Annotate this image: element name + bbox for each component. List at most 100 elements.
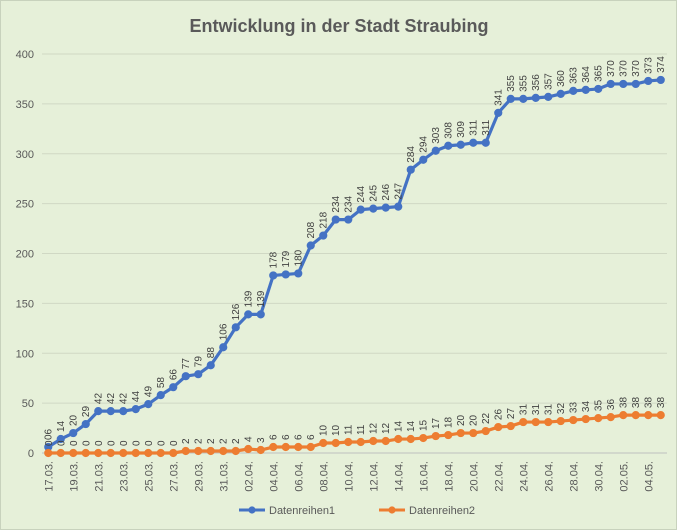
data-label: 20 [456,414,467,426]
data-label: 374 [656,56,667,73]
data-label: 357 [544,73,555,90]
data-point [344,215,353,224]
x-tick-label: 26.04. [543,461,555,492]
data-label: 20 [69,414,80,426]
data-point [444,141,453,150]
data-point [444,430,453,440]
data-label: 126 [231,303,242,320]
data-point [331,438,340,448]
data-point [569,86,578,96]
data-point [569,415,578,425]
data-point [231,446,240,456]
data-point [381,203,390,212]
data-label: 0 [44,440,55,446]
legend-marker-2 [388,506,396,514]
data-point [619,410,628,420]
data-label: 44 [131,391,142,403]
data-point [319,231,328,240]
data-point [494,422,503,432]
data-label: 370 [606,60,617,77]
data-point [169,448,178,458]
data-label: 0 [94,440,105,446]
data-label: 10 [331,424,342,436]
legend: Datenreihen1 Datenreihen2 [239,505,475,517]
data-point [306,442,315,452]
data-point [606,412,615,422]
y-axis: 0 50 100 150 200 250 300 350 400 [16,49,34,460]
data-point [294,442,303,452]
data-point [56,434,65,444]
x-tick-label: 12.04. [368,461,380,492]
x-tick-label: 19.03. [68,461,80,492]
data-point [406,165,415,174]
data-point [606,79,615,89]
y-tick-label: 100 [16,348,34,360]
data-point [519,94,528,103]
data-point [394,202,403,211]
data-label: 12 [381,422,392,434]
data-label: 0 [169,440,180,446]
y-tick-label: 0 [28,448,34,460]
data-point [81,448,90,458]
data-point [469,428,478,438]
x-tick-label: 29.03. [193,461,205,492]
data-point [581,85,590,95]
data-label: 355 [519,75,530,92]
data-label: 0 [156,440,167,446]
data-label: 179 [281,250,292,267]
x-tick-label: 25.03. [143,461,155,492]
x-tick-label: 30.04. [593,461,605,492]
data-point [319,438,328,448]
data-point [431,431,440,441]
data-point [344,437,353,447]
data-point [544,92,553,101]
data-point [644,76,653,86]
data-point [131,448,140,458]
data-point [281,442,290,452]
data-point [144,400,153,409]
data-point [181,446,190,456]
data-point [69,448,78,458]
x-tick-label: 21.03. [93,461,105,492]
data-label: 6 [306,434,317,440]
data-label: 32 [556,403,567,415]
data-label: 360 [556,70,567,87]
data-point [244,444,253,454]
legend-label-1: Datenreihen1 [269,505,335,517]
data-point [631,79,640,89]
data-label: 309 [456,121,467,138]
data-label: 208 [306,221,317,238]
data-point [119,407,128,416]
data-label: 2 [206,438,217,444]
data-point [169,383,178,392]
data-point [181,372,190,381]
data-point [81,419,90,429]
data-point [631,410,640,420]
data-label: 06 [44,428,55,440]
data-point [219,446,228,456]
x-tick-label: 06.04. [293,461,305,492]
data-point [94,448,103,458]
data-label: 341 [494,89,505,106]
x-tick-label: 22.04. [493,461,505,492]
data-point [194,370,203,379]
data-label: 247 [394,182,405,199]
data-label: 139 [256,290,267,307]
data-label: 88 [206,347,217,359]
data-label: 365 [594,65,605,82]
legend-marker-1 [248,506,256,514]
data-label: 6 [281,434,292,440]
y-tick-label: 350 [16,99,34,111]
data-point [369,204,378,213]
data-point [306,241,315,250]
data-point [356,205,365,214]
data-label: 106 [219,323,230,340]
data-point [106,407,115,416]
data-label: 284 [406,146,417,163]
data-label: 58 [156,377,167,389]
data-label: 31 [544,404,555,416]
data-point [69,428,78,438]
legend-label-2: Datenreihen2 [409,505,475,517]
